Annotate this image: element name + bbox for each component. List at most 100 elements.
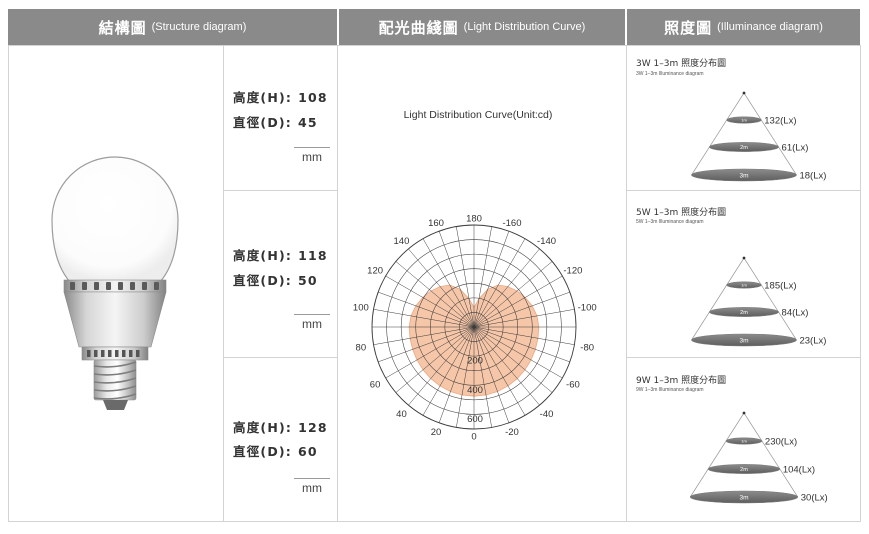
angle-grid-line	[473, 226, 492, 328]
angle-grid-line	[385, 326, 475, 379]
spec-height-label: 高度(H):	[233, 90, 293, 105]
angle-grid-line	[473, 275, 563, 328]
radial-tick-label: 400	[467, 385, 483, 396]
spec-unit: mm	[294, 314, 330, 331]
header-curve: 配光曲綫圖 (Light Distribution Curve)	[339, 9, 625, 45]
spec-height: 高度(H): 118	[233, 248, 328, 263]
angle-tick-label: -20	[505, 427, 519, 438]
illuminance-subtitle: 3W 1–3m Illuminance diagram	[636, 71, 704, 77]
spec-cell: 高度(H): 108 直徑(D): 45 mm	[223, 45, 338, 191]
header-structure-subtitle: (Structure diagram)	[151, 21, 247, 33]
spec-diameter-value: 45	[298, 115, 318, 130]
angle-grid-line	[473, 261, 553, 328]
illuminance-ellipse	[709, 307, 779, 317]
lux-label: 61(Lx)	[782, 142, 809, 153]
angle-grid-line	[473, 326, 553, 393]
illuminance-title: 5W 1–3m 照度分布圖	[636, 208, 727, 218]
angle-tick-label: 40	[396, 409, 407, 420]
illuminance-cone: 1m 230(Lx) 2m 104(Lx) 3m 30(Lx)	[689, 411, 828, 504]
distance-label: 2m	[740, 467, 748, 473]
angle-grid-line	[473, 248, 540, 328]
spec-height-label: 高度(H):	[233, 420, 293, 435]
angle-grid-line	[385, 275, 475, 328]
spec-diameter-value: 50	[298, 273, 318, 288]
illuminance-diagrams: 1m 132(Lx) 2m 61(Lx) 3m 18(Lx) 1m 185(Lx) 2m 84(L…	[689, 91, 828, 504]
angle-tick-label: -160	[502, 218, 521, 229]
angle-grid-line	[473, 291, 570, 328]
angle-tick-label: -120	[563, 265, 582, 276]
lux-label: 132(Lx)	[764, 115, 796, 126]
angle-grid-line	[438, 231, 475, 328]
header-illuminance-subtitle: (Illuminance diagram)	[717, 21, 823, 33]
bulb-globe	[51, 156, 179, 283]
illuminance-title: 3W 1–3m 照度分布圖	[636, 59, 727, 69]
bulb-screw-base	[93, 359, 137, 401]
distance-label: 1m	[741, 282, 747, 287]
curve-cell: Light Distribution Curve(Unit:cd)	[337, 45, 627, 522]
illuminance-subtitle: 5W 1–3m Illuminance diagram	[636, 219, 704, 225]
header-illuminance-title: 照度圖	[664, 18, 713, 37]
angle-tick-label: -60	[566, 380, 580, 391]
illuminance-cone: 1m 132(Lx) 2m 61(Lx) 3m 18(Lx)	[691, 91, 826, 182]
angle-grid-line	[473, 309, 575, 328]
led-bulb-illustration	[51, 156, 179, 410]
angle-grid-line	[473, 231, 510, 328]
spec-diameter-value: 60	[298, 444, 318, 459]
spec-unit: mm	[294, 478, 330, 495]
light-source-dot	[742, 91, 746, 95]
angle-grid-line	[373, 326, 475, 345]
angle-tick-label: 100	[353, 303, 369, 314]
lux-label: 18(Lx)	[799, 170, 826, 181]
light-source-dot	[742, 411, 746, 415]
radial-tick-label: 200	[467, 356, 483, 367]
angle-grid-line	[422, 326, 475, 416]
spec-height-label: 高度(H):	[233, 248, 293, 263]
angle-grid-line	[473, 326, 563, 379]
angle-grid-line	[473, 326, 575, 345]
lux-label: 84(Lx)	[782, 307, 809, 318]
spec-unit: mm	[294, 147, 330, 164]
angle-tick-label: -40	[540, 409, 554, 420]
header-structure: 結構圖 (Structure diagram)	[8, 9, 337, 45]
angle-grid-line	[473, 326, 540, 406]
angle-tick-label: 120	[367, 265, 383, 276]
header-curve-subtitle: (Light Distribution Curve)	[463, 21, 586, 33]
illuminance-ellipse	[691, 168, 797, 182]
spec-diameter-label: 直徑(D):	[233, 115, 293, 130]
illuminance-ellipse	[707, 464, 781, 474]
distance-label: 2m	[740, 145, 748, 151]
distance-label: 3m	[739, 172, 748, 179]
angle-tick-label: 80	[356, 342, 367, 353]
cone-edge-line	[743, 257, 797, 341]
lux-label: 23(Lx)	[799, 335, 826, 346]
bulb-heatsink-collar	[63, 279, 167, 293]
header-structure-title: 結構圖	[98, 18, 147, 37]
angle-grid-line	[438, 326, 475, 423]
illuminance-ellipse	[726, 281, 762, 289]
angle-tick-label: -80	[580, 342, 594, 353]
illuminance-cell: 5W 1–3m 照度分布圖 5W 1–3m Illuminance diagra…	[626, 190, 861, 358]
spec-height-value: 118	[298, 248, 328, 263]
angle-tick-label: 20	[431, 427, 442, 438]
distance-label: 2m	[740, 310, 748, 316]
spec-diameter: 直徑(D): 45	[233, 115, 318, 130]
chart-title: Light Distribution Curve(Unit:cd)	[403, 109, 553, 121]
angle-grid-line	[473, 238, 526, 328]
spec-diameter-label: 直徑(D):	[233, 273, 293, 288]
angle-grid-line	[378, 326, 475, 363]
angle-grid-line	[408, 248, 475, 328]
lux-label: 30(Lx)	[801, 492, 828, 503]
spec-diameter: 直徑(D): 50	[233, 273, 318, 288]
illuminance-ellipse	[726, 116, 762, 124]
illuminance-ellipse	[709, 142, 779, 152]
angle-tick-label: 60	[370, 380, 381, 391]
bulb-body	[63, 291, 167, 348]
angle-grid-line	[422, 238, 475, 328]
illuminance-title: 9W 1–3m 照度分布圖	[636, 376, 727, 386]
angle-tick-label: 0	[471, 432, 476, 443]
spec-height-value: 128	[298, 420, 328, 435]
angle-grid-line	[378, 291, 475, 328]
illuminance-ellipse	[689, 490, 799, 504]
bulb-base-ring	[81, 346, 149, 361]
angle-grid-line	[395, 261, 475, 328]
